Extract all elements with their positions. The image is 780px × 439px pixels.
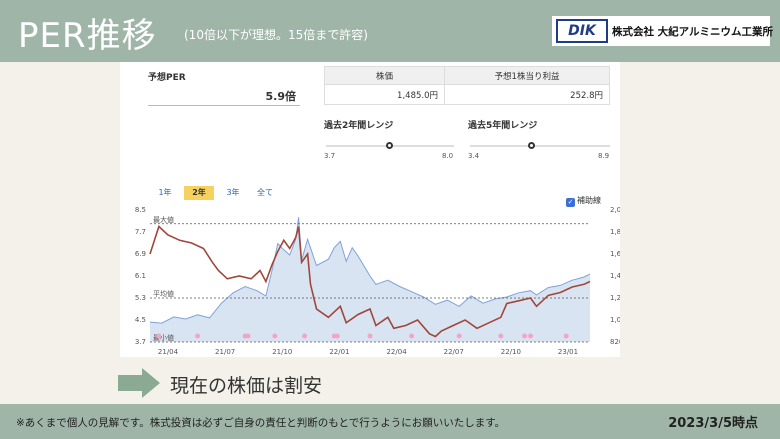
event-marker: [334, 333, 340, 339]
range-5y-track: [470, 145, 610, 147]
per-series-line: [149, 225, 591, 338]
footer-bar: ※あくまで個人の見解です。株式投資は必ずご自身の責任と判断のもとで行うようにお願…: [0, 404, 780, 439]
range-2y-marker: [386, 142, 393, 149]
x-tick: 22/04: [386, 348, 407, 356]
aux-line-toggle[interactable]: ✓ 補助線: [566, 195, 601, 207]
disclaimer-text: ※あくまで個人の見解です。株式投資は必ずご自身の責任と判断のもとで行うようにお願…: [16, 417, 506, 429]
arrow-right-icon: [118, 368, 160, 398]
eps-value: 252.8円: [444, 84, 610, 105]
y-right-tick: 1,240: [610, 294, 620, 302]
range-2y-max: 8.0: [442, 152, 454, 160]
company-brand: DIK 株式会社 大紀アルミニウム工業所: [552, 16, 774, 46]
price-eps-table: 株価 予想1株当り利益 1,485.0円 252.8円: [324, 66, 610, 105]
event-marker: [498, 333, 504, 339]
y-left-tick: 7.7: [135, 228, 146, 236]
event-marker: [456, 333, 462, 339]
range-5y-min: 3.4: [468, 152, 480, 160]
x-tick: 22/10: [501, 348, 521, 356]
price-area: [150, 217, 590, 342]
y-right-tick: 1,450: [610, 272, 620, 280]
y-right-tick: 820: [610, 338, 620, 346]
y-right-tick: 1,030: [610, 316, 620, 324]
as-of-date: 2023/3/5時点: [668, 416, 758, 431]
per-label: 予想PER: [148, 73, 186, 83]
range-5y-max: 8.9: [598, 152, 610, 160]
x-tick: 21/04: [158, 348, 179, 356]
y-right-tick: 2,080: [610, 206, 620, 214]
tab-1y[interactable]: 1年: [158, 188, 172, 197]
price-series-line: [149, 217, 591, 324]
event-marker: [272, 333, 278, 339]
event-marker: [302, 333, 308, 339]
range-5y-label: 過去5年間レンジ: [468, 121, 538, 131]
eps-header: 予想1株当り利益: [444, 66, 610, 85]
event-marker: [528, 333, 534, 339]
tab-2y[interactable]: 2年: [184, 186, 214, 200]
company-name: 株式会社 大紀アルミニウム工業所: [612, 26, 774, 38]
y-right-tick: 1,660: [610, 250, 620, 258]
event-marker: [409, 333, 415, 339]
event-marker: [245, 333, 251, 339]
per-value: 5.9倍: [148, 88, 300, 106]
range-2y-label: 過去2年間レンジ: [324, 121, 394, 131]
y-left-tick: 8.5: [135, 206, 146, 214]
x-tick: 23/01: [558, 348, 578, 356]
reference-label: 平均値: [153, 289, 174, 298]
y-left-tick: 4.5: [135, 316, 146, 324]
checkbox-icon[interactable]: ✓: [566, 198, 575, 207]
x-tick: 21/07: [215, 348, 235, 356]
event-marker: [156, 333, 162, 339]
page-title: PER推移: [18, 16, 157, 56]
event-marker: [522, 333, 528, 339]
y-left-tick: 3.7: [135, 338, 146, 346]
y-left-tick: 6.1: [135, 272, 146, 280]
y-right-tick: 1,870: [610, 228, 620, 236]
range-2y-min: 3.7: [324, 152, 336, 160]
aux-line-label: 補助線: [577, 196, 601, 205]
y-left-tick: 6.9: [135, 250, 146, 258]
verdict-text: 現在の株価は割安: [170, 375, 323, 397]
event-marker: [563, 333, 569, 339]
event-marker: [195, 333, 201, 339]
tab-3y[interactable]: 3年: [226, 188, 240, 197]
y-left-tick: 5.3: [135, 294, 146, 302]
event-marker: [367, 333, 373, 339]
reference-label: 最小値: [153, 333, 174, 342]
price-header: 株価: [324, 66, 445, 85]
tab-all[interactable]: 全て: [257, 188, 273, 197]
page-subtitle: (10倍以下が理想。15倍まで許容): [184, 28, 368, 42]
company-logo: DIK: [556, 19, 608, 43]
x-tick: 22/01: [329, 348, 349, 356]
reference-label: 最大値: [153, 215, 174, 224]
range-5y-marker: [528, 142, 535, 149]
x-tick: 21/10: [272, 348, 292, 356]
price-value: 1,485.0円: [324, 84, 445, 105]
header-bar: PER推移 (10倍以下が理想。15倍まで許容) DIK 株式会社 大紀アルミニ…: [0, 0, 780, 62]
x-tick: 22/07: [444, 348, 464, 356]
